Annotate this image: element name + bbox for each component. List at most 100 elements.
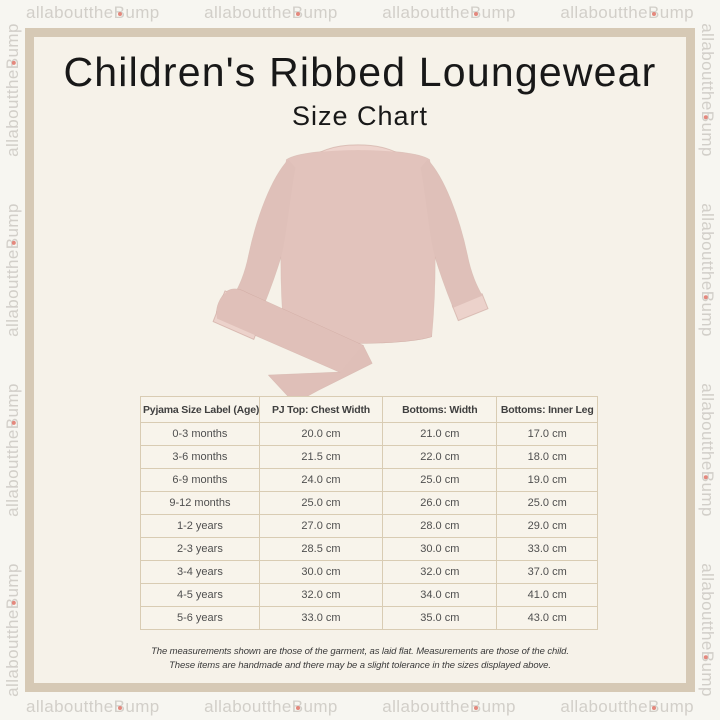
bump-b-glyph: B (3, 57, 23, 69)
chest-width-cell: 27.0 cm (258, 514, 384, 539)
brand-watermark: allabouttheBump (697, 203, 717, 337)
brand-watermark: allabouttheBump (3, 383, 23, 517)
belly-dot-icon (651, 11, 656, 16)
size-table: Pyjama Size Label (Age) PJ Top: Chest Wi… (140, 396, 598, 631)
watermark-column-left: allabouttheBump allabouttheBump allabout… (0, 0, 26, 720)
belly-dot-icon (651, 705, 656, 710)
inner-leg-cell: 29.0 cm (496, 514, 598, 539)
watermark-row-bottom: allabouttheBump allabouttheBump allabout… (26, 695, 694, 719)
age-cell: 3-6 months (140, 445, 260, 470)
bump-b-glyph: B (3, 597, 23, 609)
brand-watermark: allabouttheBump (204, 3, 338, 23)
belly-dot-icon (117, 705, 122, 710)
age-cell: 5-6 years (140, 606, 260, 631)
belly-dot-icon (117, 11, 122, 16)
brand-watermark: allabouttheBump (560, 697, 694, 717)
bump-b-glyph: B (697, 291, 717, 303)
age-cell: 1-2 years (140, 514, 260, 539)
bump-b-glyph: B (292, 697, 304, 717)
table-row: 3-4 years 30.0 cm 32.0 cm 37.0 cm (140, 560, 598, 585)
bump-b-glyph: B (697, 651, 717, 663)
inner-leg-cell: 43.0 cm (496, 606, 598, 631)
inner-leg-cell: 18.0 cm (496, 445, 598, 470)
page-subtitle: Size Chart (291, 101, 429, 132)
inner-leg-cell: 33.0 cm (496, 537, 598, 562)
brand-watermark: allabouttheBump (697, 563, 717, 697)
table-row: 9-12 months 25.0 cm 26.0 cm 25.0 cm (140, 491, 598, 516)
pyjama-top-graphic (227, 144, 489, 344)
bump-b-glyph: B (648, 3, 660, 23)
inner-leg-cell: 17.0 cm (496, 422, 598, 447)
brand-watermark: allabouttheBump (3, 23, 23, 157)
bottoms-width-cell: 25.0 cm (382, 468, 498, 493)
belly-dot-icon (473, 11, 478, 16)
size-table-body: 0-3 months 20.0 cm 21.0 cm 17.0 cm 3-6 m… (140, 422, 598, 631)
belly-dot-icon (473, 705, 478, 710)
table-row: 1-2 years 27.0 cm 28.0 cm 29.0 cm (140, 514, 598, 539)
column-header-age: Pyjama Size Label (Age) (140, 396, 260, 424)
bump-b-glyph: B (292, 3, 304, 23)
watermark-column-right: allabouttheBump allabouttheBump allabout… (694, 0, 720, 720)
brand-watermark: allabouttheBump (204, 697, 338, 717)
brand-watermark: allabouttheBump (382, 697, 516, 717)
belly-dot-icon (295, 705, 300, 710)
pyjama-bottoms-graphic (212, 288, 373, 403)
chest-width-cell: 28.5 cm (258, 537, 384, 562)
age-cell: 6-9 months (140, 468, 260, 493)
brand-watermark: allabouttheBump (697, 23, 717, 157)
chest-width-cell: 30.0 cm (258, 560, 384, 585)
table-row: 3-6 months 21.5 cm 22.0 cm 18.0 cm (140, 445, 598, 470)
header-row: Pyjama Size Label (Age) PJ Top: Chest Wi… (140, 396, 598, 424)
age-cell: 3-4 years (140, 560, 260, 585)
chest-width-cell: 32.0 cm (258, 583, 384, 608)
brand-watermark: allabouttheBump (26, 697, 160, 717)
size-chart-card: Children's Ribbed Loungewear Size Chart (25, 28, 695, 692)
watermark-row-top: allabouttheBump allabouttheBump allabout… (26, 1, 694, 25)
pyjama-set-image (212, 144, 489, 403)
bump-b-glyph: B (648, 697, 660, 717)
inner-leg-cell: 19.0 cm (496, 468, 598, 493)
bump-b-glyph: B (114, 697, 126, 717)
disclaimer-line-1: The measurements shown are those of the … (151, 646, 569, 658)
bottoms-width-cell: 35.0 cm (382, 606, 498, 631)
inner-leg-cell: 25.0 cm (496, 491, 598, 516)
bottoms-width-cell: 32.0 cm (382, 560, 498, 585)
chest-width-cell: 24.0 cm (258, 468, 384, 493)
table-row: 5-6 years 33.0 cm 35.0 cm 43.0 cm (140, 606, 598, 631)
inner-leg-cell: 41.0 cm (496, 583, 598, 608)
size-table-header: Pyjama Size Label (Age) PJ Top: Chest Wi… (140, 396, 598, 424)
bottoms-width-cell: 26.0 cm (382, 491, 498, 516)
chest-width-cell: 21.5 cm (258, 445, 384, 470)
bump-b-glyph: B (697, 111, 717, 123)
column-header-bottoms-width: Bottoms: Width (382, 396, 498, 424)
table-row: 6-9 months 24.0 cm 25.0 cm 19.0 cm (140, 468, 598, 493)
bottoms-width-cell: 22.0 cm (382, 445, 498, 470)
bottoms-width-cell: 30.0 cm (382, 537, 498, 562)
page-title: Children's Ribbed Loungewear (63, 49, 657, 95)
bump-b-glyph: B (114, 3, 126, 23)
inner-leg-cell: 37.0 cm (496, 560, 598, 585)
brand-watermark: allabouttheBump (3, 203, 23, 337)
measurement-disclaimer: The measurements shown are those of the … (34, 645, 686, 673)
brand-watermark: allabouttheBump (26, 3, 160, 23)
bump-b-glyph: B (697, 471, 717, 483)
bump-b-glyph: B (3, 417, 23, 429)
column-header-inner-leg: Bottoms: Inner Leg (496, 396, 598, 424)
disclaimer-line-2: These items are handmade and there may b… (169, 660, 551, 672)
bottoms-width-cell: 21.0 cm (382, 422, 498, 447)
bump-b-glyph: B (470, 697, 482, 717)
age-cell: 2-3 years (140, 537, 260, 562)
column-header-chest-width: PJ Top: Chest Width (258, 396, 384, 424)
bottoms-width-cell: 34.0 cm (382, 583, 498, 608)
table-row: 2-3 years 28.5 cm 30.0 cm 33.0 cm (140, 537, 598, 562)
chest-width-cell: 25.0 cm (258, 491, 384, 516)
age-cell: 0-3 months (140, 422, 260, 447)
brand-watermark: allabouttheBump (382, 3, 516, 22)
chest-width-cell: 20.0 cm (258, 422, 384, 447)
age-cell: 4-5 years (140, 583, 260, 608)
table-row: 0-3 months 20.0 cm 21.0 cm 17.0 cm (140, 422, 598, 447)
bump-b-glyph: B (3, 237, 23, 249)
brand-watermark: allabouttheBump (3, 563, 23, 697)
table-row: 4-5 years 32.0 cm 34.0 cm 41.0 cm (140, 583, 598, 608)
